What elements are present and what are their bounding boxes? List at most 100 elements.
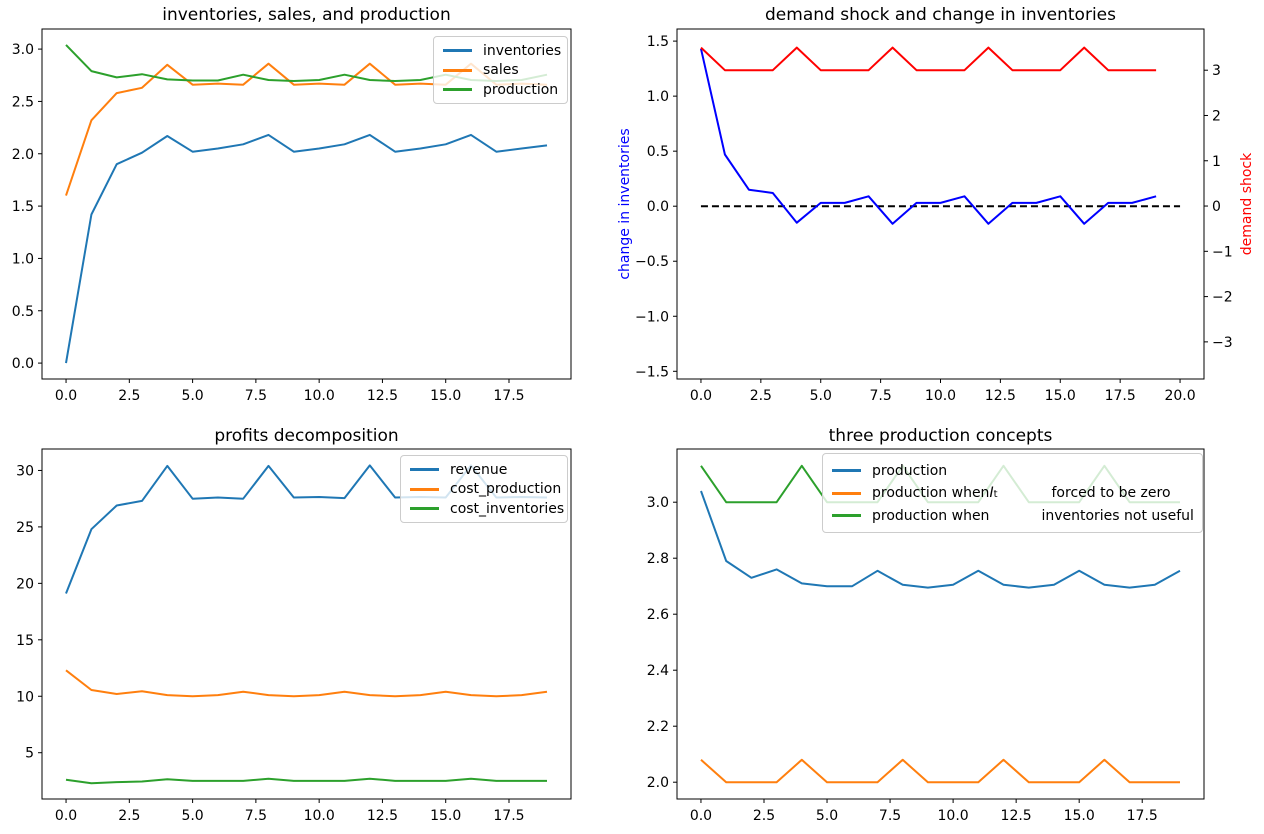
y-axis-label-change-in-inventories: change in inventories	[617, 128, 633, 280]
x-tick-label: 7.5	[879, 808, 901, 824]
subplot-top-left: 0.0 2.5 5.0 7.5 10.0 12.5 15.0 17.5 0.0 0.5 1.0 1.5…	[12, 28, 572, 404]
axes-frame	[676, 28, 1205, 380]
legend-line-sample	[410, 487, 439, 491]
x-tick-label: 5.0	[810, 388, 832, 404]
right-y-tick-label: 3	[1212, 63, 1221, 79]
y-tick-label: 2.4	[647, 663, 669, 679]
x-tick-label: 15.0	[430, 388, 461, 404]
series-line-production-inventories-forced-zero	[700, 758, 1180, 784]
x-tick-label: 10.0	[938, 808, 969, 824]
y-tick-label: 1.5	[647, 34, 669, 50]
x-tick-label: 5.0	[181, 808, 203, 824]
y-tick-label: 2.0	[12, 147, 34, 163]
x-tick-label: 12.5	[367, 388, 398, 404]
y-tick-label: −0.5	[635, 254, 669, 270]
series-line-cost-production	[65, 669, 548, 698]
legend-label-segment: inventories not useful	[1041, 507, 1194, 524]
y-tick-label: 5	[25, 746, 34, 762]
legend-line-sample	[832, 491, 861, 495]
x-tick-label: 0.0	[55, 808, 77, 824]
x-tick-label: 12.5	[985, 388, 1016, 404]
legend-label-segment: forced to be zero	[1051, 485, 1171, 501]
series-line-production	[700, 490, 1181, 589]
legend-label-segment: production when	[872, 507, 990, 524]
legend-line-sample	[443, 49, 472, 52]
legend-label-segment: inventories	[483, 42, 562, 59]
legend-line-sample	[832, 514, 861, 517]
legend-line-sample	[443, 68, 472, 72]
subplot-bottom-right: 0.0 2.5 5.0 7.5 10.0 12.5 15.0 17.5 2.0 2.2 2.4 2.6…	[647, 448, 1205, 824]
y-tick-label: 2.8	[647, 551, 669, 567]
y-axis-label-demand-shock: demand shock	[1239, 152, 1255, 256]
y-tick-label: 1.0	[647, 89, 669, 105]
axes-frame	[676, 448, 1205, 800]
y-tick-label: 25	[16, 520, 34, 536]
legend-entry: sales	[443, 62, 558, 78]
axes-frame	[41, 448, 572, 800]
series-line-inventories	[65, 133, 548, 364]
x-tick-label: 0.0	[690, 388, 712, 404]
y-tick-label: 2.0	[647, 775, 669, 791]
chart-title-three-production-concepts: three production concepts	[828, 426, 1053, 446]
chart-title-profits-decomposition: profits decomposition	[214, 426, 399, 446]
x-tick-label: 7.5	[245, 388, 267, 404]
legend-entry: production	[443, 82, 558, 98]
x-tick-label: 2.5	[750, 388, 772, 404]
y-tick-label: 2.5	[12, 94, 34, 110]
y-tick-label: 3.0	[12, 42, 34, 58]
x-tick-label: 15.0	[430, 808, 461, 824]
legend-label-segment: sales	[483, 62, 519, 78]
legend-label-segment: cost_production	[450, 481, 562, 497]
x-tick-label: 10.0	[304, 808, 335, 824]
y-tick-label: 0.5	[12, 304, 34, 320]
chart-title-inventories-sales-production: inventories, sales, and production	[162, 5, 451, 25]
right-y-tick-label: 2	[1212, 108, 1221, 124]
y-tick-label: 10	[16, 689, 34, 705]
legend-bottom-left: revenue cost_production cost_inventories	[400, 455, 568, 523]
series-line-cost-inventories	[65, 777, 547, 785]
right-y-tick-label: −2	[1212, 290, 1233, 306]
legend-label-segment: production when	[872, 485, 990, 501]
right-y-tick-label: 0	[1212, 199, 1221, 215]
y-tick-label: 0.5	[647, 144, 669, 160]
axes-frame	[41, 28, 572, 380]
legend-entry: production	[832, 463, 1193, 479]
x-tick-label: 0.0	[690, 808, 712, 824]
x-tick-label: 17.5	[493, 808, 524, 824]
legend-entry: cost_inventories	[410, 501, 564, 517]
legend-entry: production when inventories not useful	[832, 507, 1194, 524]
y-tick-label: 0.0	[647, 199, 669, 215]
chart-title-demand-shock: demand shock and change in inventories	[765, 5, 1116, 25]
series-line-change-in-inventories	[700, 48, 1157, 225]
legend-label-segment: I	[989, 485, 994, 501]
x-tick-label: 2.5	[118, 808, 140, 824]
legend-label-segment: production	[872, 462, 948, 479]
series-line-demand-shock	[700, 46, 1157, 72]
y-tick-label: 15	[16, 633, 34, 649]
x-tick-label: 10.0	[304, 388, 335, 404]
legend-line-sample	[410, 507, 439, 510]
y-tick-label: 1.5	[12, 199, 34, 215]
y-tick-label: 20	[16, 576, 34, 592]
x-tick-label: 17.5	[1127, 808, 1158, 824]
legend-entry: inventories	[443, 42, 562, 59]
x-tick-label: 17.5	[493, 388, 524, 404]
x-tick-label: 0.0	[55, 388, 77, 404]
x-tick-label: 12.5	[1001, 808, 1032, 824]
legend-line-sample	[443, 88, 472, 91]
y-tick-label: 1.0	[12, 251, 34, 267]
x-tick-label: 17.5	[1105, 388, 1136, 404]
x-tick-label: 15.0	[1045, 388, 1076, 404]
right-y-tick-label: −3	[1212, 335, 1233, 351]
legend-entry: revenue	[410, 462, 558, 478]
legend-label-segment: t	[993, 489, 998, 500]
right-y-tick-label: −1	[1212, 244, 1233, 260]
x-tick-label: 5.0	[816, 808, 838, 824]
y-tick-label: 3.0	[647, 495, 669, 511]
legend-label-segment: cost_inventories	[450, 500, 565, 517]
x-tick-label: 7.5	[245, 808, 267, 824]
legend-line-sample	[410, 468, 439, 471]
